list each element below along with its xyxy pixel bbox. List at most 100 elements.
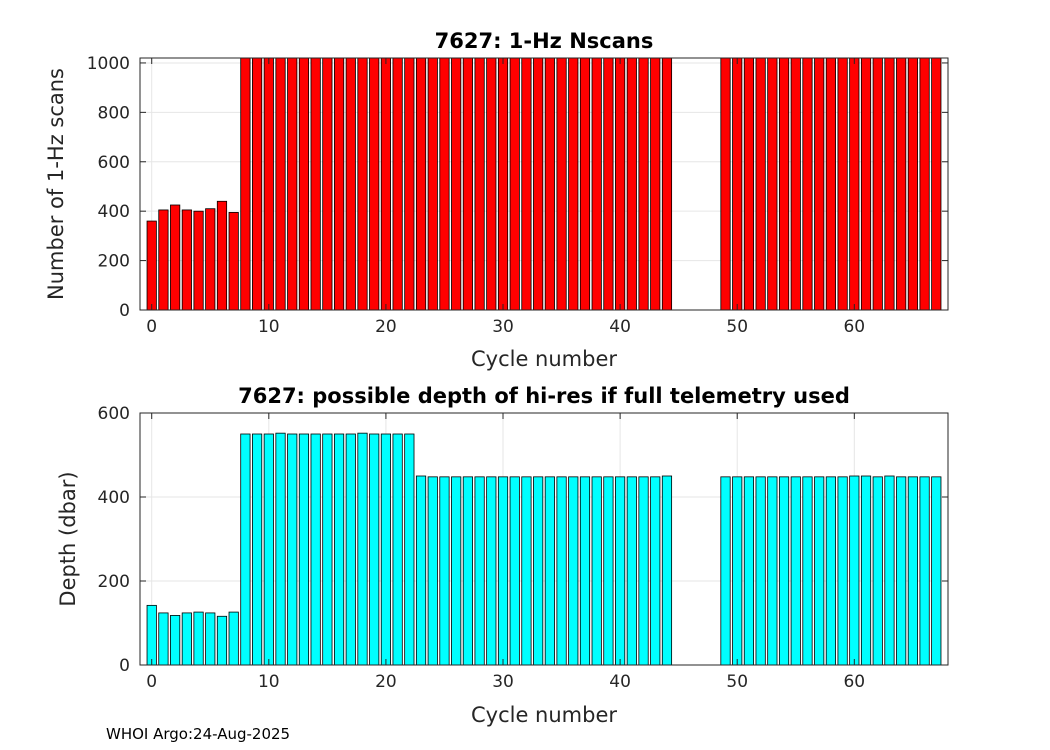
nscans-bar <box>392 57 403 311</box>
nscans-bar <box>298 57 310 311</box>
nscans-bar <box>146 220 157 311</box>
nscans-bar <box>544 57 555 311</box>
depth-axes-background <box>140 413 948 665</box>
depth-bar <box>369 433 380 666</box>
depth-bar <box>825 476 836 666</box>
depth-y-tick-label: 600 <box>98 404 130 424</box>
nscans-bar <box>345 57 356 311</box>
depth-bar <box>802 476 813 666</box>
nscans-bar <box>638 57 649 311</box>
depth-bar <box>814 476 825 666</box>
depth-bar <box>310 433 321 666</box>
nscans-bar <box>814 57 825 311</box>
nscans-bar <box>568 57 579 311</box>
nscans-bar <box>755 57 766 311</box>
nscans-bar <box>931 57 942 311</box>
nscans-x-tick-label: 40 <box>609 317 631 337</box>
depth-bar <box>298 433 310 666</box>
nscans-bar <box>884 57 895 311</box>
nscans-axes-frame <box>139 57 949 311</box>
nscans-bar <box>907 57 918 311</box>
depth-bar <box>650 476 661 666</box>
nscans-bar <box>158 209 169 311</box>
nscans-x-tick-label: 50 <box>726 317 748 337</box>
depth-bar <box>205 612 216 666</box>
depth-bar <box>497 476 509 666</box>
nscans-bar <box>462 57 473 311</box>
nscans-bar <box>404 57 415 311</box>
depth-bar <box>732 476 743 666</box>
depth-bar <box>544 476 555 666</box>
nscans-bar <box>451 57 462 311</box>
nscans-bar <box>228 212 239 311</box>
nscans-axes-background <box>140 58 948 310</box>
depth-bar <box>837 476 848 666</box>
depth-bar <box>392 433 403 666</box>
nscans-bar <box>369 57 380 311</box>
depth-bar <box>626 476 637 666</box>
depth-x-tick-label: 10 <box>258 672 280 692</box>
nscans-x-tick-label: 10 <box>258 317 280 337</box>
nscans-bar <box>181 209 192 311</box>
depth-x-tick-label: 40 <box>609 672 631 692</box>
depth-bar <box>860 475 872 666</box>
nscans-bar <box>802 57 813 311</box>
depth-y-tick-label: 0 <box>119 656 130 676</box>
depth-bar <box>427 476 438 666</box>
nscans-bar <box>743 57 755 311</box>
depth-bar <box>720 476 731 666</box>
depth-bar <box>240 433 251 666</box>
depth-bar <box>638 476 649 666</box>
depth-bar <box>146 604 157 666</box>
nscans-bar <box>579 57 591 311</box>
depth-bar <box>193 611 204 666</box>
nscans-bar <box>790 57 801 311</box>
depth-bar <box>275 432 286 666</box>
nscans-bar <box>427 57 438 311</box>
nscans-x-tick-label: 60 <box>843 317 865 337</box>
nscans-bar <box>287 57 298 311</box>
nscans-bar <box>497 57 509 311</box>
nscans-bar <box>720 57 731 311</box>
nscans-bar <box>263 57 274 311</box>
depth-y-tick-label: 200 <box>98 572 130 592</box>
nscans-bar <box>380 57 392 311</box>
depth-bar <box>439 476 450 666</box>
depth-bar <box>615 476 626 666</box>
nscans-bar <box>837 57 848 311</box>
nscans-bar <box>275 57 286 311</box>
depth-bar <box>263 433 274 666</box>
depth-bar <box>521 476 532 666</box>
depth-bar <box>767 476 778 666</box>
nscans-bar <box>825 57 836 311</box>
depth-x-tick-label: 60 <box>843 672 865 692</box>
depth-bar <box>591 476 602 666</box>
depth-bar <box>357 432 368 666</box>
nscans-x-tick-label: 20 <box>375 317 397 337</box>
nscans-bar <box>626 57 637 311</box>
footer-credit: WHOI Argo:24-Aug-2025 <box>106 725 291 743</box>
nscans-bar <box>860 57 872 311</box>
depth-x-tick-label: 30 <box>492 672 514 692</box>
nscans-bar <box>603 57 614 311</box>
nscans-x-tick-label: 0 <box>146 317 157 337</box>
depth-bar <box>907 476 918 666</box>
nscans-bar <box>533 57 544 311</box>
depth-bar <box>661 475 673 666</box>
depth-bar <box>778 476 790 666</box>
nscans-bar <box>439 57 450 311</box>
depth-bar <box>931 476 942 666</box>
depth-bar <box>579 476 591 666</box>
depth-bar <box>872 476 883 666</box>
depth-bar <box>849 475 860 666</box>
nscans-bar <box>193 210 204 311</box>
depth-bar <box>228 611 239 666</box>
depth-bar <box>170 615 181 666</box>
nscans-bar <box>474 57 485 311</box>
nscans-chart-title: 7627: 1-Hz Nscans <box>435 29 654 53</box>
depth-bar <box>333 433 345 666</box>
depth-bar <box>462 476 473 666</box>
nscans-bar <box>252 57 263 311</box>
depth-bar <box>790 476 801 666</box>
nscans-y-tick-label: 600 <box>98 153 130 173</box>
